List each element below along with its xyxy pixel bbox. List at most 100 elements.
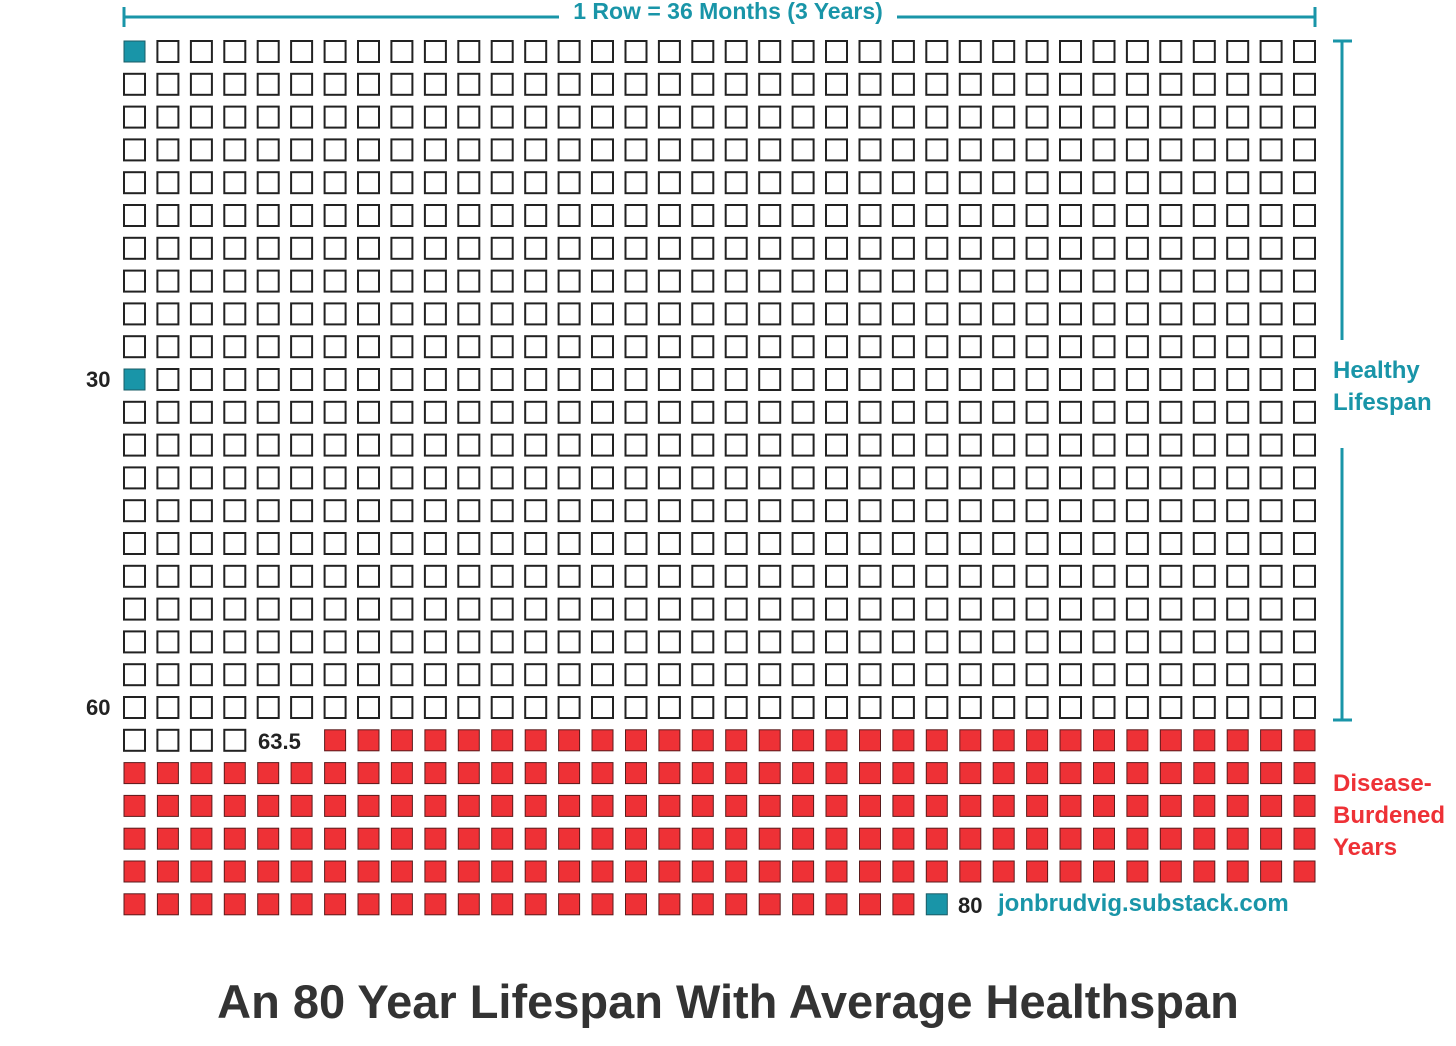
healthy-month-cell bbox=[223, 171, 247, 195]
healthy-month-cell bbox=[891, 630, 915, 654]
disease-month-cell bbox=[290, 860, 313, 883]
healthy-month-cell bbox=[1259, 400, 1283, 424]
healthy-month-cell bbox=[1125, 433, 1149, 457]
disease-month-cell bbox=[257, 762, 280, 785]
disease-month-cell bbox=[156, 827, 179, 850]
healthy-month-cell bbox=[1059, 236, 1082, 260]
healthy-month-cell bbox=[925, 564, 949, 588]
healthy-month-cell bbox=[557, 400, 581, 424]
healthy-month-cell bbox=[724, 302, 748, 326]
disease-month-cell bbox=[1260, 729, 1283, 752]
healthy-month-cell bbox=[992, 466, 1016, 490]
healthy-month-cell bbox=[189, 138, 213, 162]
disease-month-cell bbox=[825, 729, 848, 752]
healthy-month-cell bbox=[624, 630, 648, 654]
healthy-month-cell bbox=[423, 335, 447, 359]
disease-month-cell bbox=[390, 729, 413, 752]
disease-month-cell bbox=[1026, 827, 1049, 850]
healthy-month-cell bbox=[223, 138, 247, 162]
disease-month-cell bbox=[625, 893, 647, 916]
healthy-month-cell bbox=[825, 105, 848, 129]
healthy-month-cell bbox=[524, 663, 548, 687]
healthy-month-cell bbox=[189, 630, 213, 654]
healthy-month-cell bbox=[691, 204, 715, 227]
healthy-month-cell bbox=[1226, 433, 1250, 457]
healthy-month-cell bbox=[490, 400, 514, 424]
disease-month-cell bbox=[223, 860, 246, 883]
healthy-month-cell bbox=[691, 597, 715, 621]
healthy-month-cell bbox=[1159, 630, 1183, 654]
healthy-month-cell bbox=[323, 564, 347, 588]
healthy-month-cell bbox=[123, 138, 146, 162]
healthy-month-cell bbox=[1293, 302, 1316, 326]
healthy-month-cell bbox=[123, 564, 146, 588]
disease-month-cell bbox=[859, 794, 881, 817]
disease-month-cell bbox=[1059, 827, 1082, 850]
healthy-month-cell bbox=[825, 269, 848, 293]
healthy-month-cell bbox=[858, 597, 882, 621]
healthy-month-cell bbox=[390, 40, 414, 63]
healthy-month-cell bbox=[1259, 433, 1283, 457]
healthy-month-cell bbox=[290, 72, 314, 96]
watermark-url: jonbrudvig.substack.com bbox=[998, 890, 1289, 917]
healthy-month-cell bbox=[357, 368, 380, 391]
disease-month-cell bbox=[457, 827, 480, 850]
healthy-month-cell bbox=[156, 72, 180, 96]
healthy-month-cell bbox=[524, 400, 548, 424]
healthy-month-cell bbox=[758, 335, 782, 359]
healthy-month-cell bbox=[958, 72, 982, 96]
disease-month-cell bbox=[491, 794, 514, 817]
disease-month-cell bbox=[1126, 860, 1149, 883]
healthy-month-cell bbox=[825, 138, 848, 162]
healthy-month-cell bbox=[724, 72, 748, 96]
healthy-month-cell bbox=[357, 269, 380, 293]
healthy-month-cell bbox=[1059, 532, 1082, 555]
healthy-month-cell bbox=[524, 696, 548, 719]
healthy-month-cell bbox=[1159, 269, 1183, 293]
healthy-month-cell bbox=[591, 138, 614, 162]
disease-month-cell bbox=[1093, 827, 1115, 850]
healthy-month-cell bbox=[691, 696, 715, 719]
healthy-month-cell bbox=[223, 597, 247, 621]
healthy-month-cell bbox=[1059, 302, 1082, 326]
healthy-month-cell bbox=[657, 72, 681, 96]
healthy-month-cell bbox=[1125, 171, 1149, 195]
healthy-month-cell bbox=[758, 105, 782, 129]
healthy-month-cell bbox=[189, 302, 213, 326]
healthy-month-cell bbox=[1125, 663, 1149, 687]
healthy-month-cell bbox=[557, 138, 581, 162]
healthy-month-cell bbox=[691, 499, 715, 523]
healthy-month-cell bbox=[691, 236, 715, 260]
healthy-month-cell bbox=[1192, 630, 1216, 654]
healthy-month-cell bbox=[858, 368, 882, 391]
disease-month-cell bbox=[156, 794, 179, 817]
healthy-month-cell bbox=[1025, 433, 1049, 457]
healthy-month-cell bbox=[858, 433, 882, 457]
disease-month-cell bbox=[257, 860, 280, 883]
healthy-month-cell bbox=[624, 696, 648, 719]
disease-month-cell bbox=[190, 827, 213, 850]
disease-month-cell bbox=[591, 794, 614, 817]
disease-month-cell bbox=[491, 893, 514, 916]
healthy-month-cell bbox=[691, 302, 715, 326]
disease-month-cell bbox=[591, 827, 614, 850]
age-80-marker-label: 80 bbox=[958, 893, 983, 918]
healthy-month-cell bbox=[524, 269, 548, 293]
healthy-month-cell bbox=[657, 630, 681, 654]
healthy-month-cell bbox=[323, 302, 347, 326]
healthy-month-cell bbox=[958, 597, 982, 621]
healthy-month-cell bbox=[390, 171, 414, 195]
healthy-month-cell bbox=[123, 433, 146, 457]
healthy-month-cell bbox=[256, 204, 280, 227]
healthy-month-cell bbox=[189, 40, 213, 63]
healthy-month-cell bbox=[1293, 105, 1316, 129]
healthy-month-cell bbox=[357, 171, 380, 195]
healthy-month-cell bbox=[691, 105, 715, 129]
healthy-month-cell bbox=[1025, 335, 1049, 359]
healthy-month-cell bbox=[1125, 138, 1149, 162]
healthy-month-cell bbox=[390, 499, 414, 523]
disease-month-cell bbox=[257, 893, 280, 916]
healthy-month-cell bbox=[457, 696, 481, 719]
disease-month-cell bbox=[725, 762, 748, 785]
healthy-month-cell bbox=[524, 630, 548, 654]
